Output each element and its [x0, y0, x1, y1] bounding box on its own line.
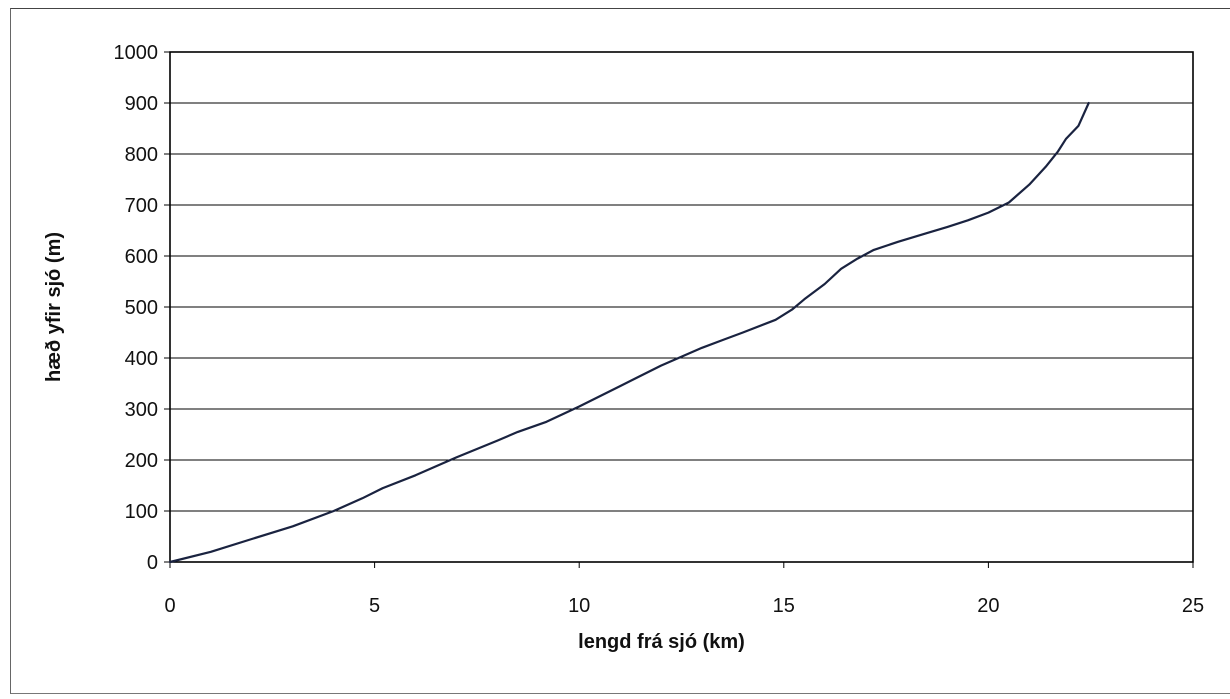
y-tick-label: 700 — [125, 195, 158, 217]
x-axis-title: lengd frá sjó (km) — [578, 631, 745, 653]
x-tick-label: 25 — [1182, 595, 1204, 617]
y-axis-ticks: 0 100 200 300 400 500 600 700 800 900 1000 — [114, 42, 170, 574]
y-tick-label: 300 — [125, 399, 158, 421]
y-tick-label: 500 — [125, 297, 158, 319]
x-tick-label: 15 — [773, 595, 795, 617]
y-tick-label: 200 — [125, 450, 158, 472]
series-layer — [168, 101, 1090, 564]
y-axis-title: hæð yfir sjó (m) — [43, 232, 65, 382]
y-tick-label: 800 — [125, 144, 158, 166]
x-tick-label: 10 — [568, 595, 590, 617]
chart-frame — [10, 8, 1230, 694]
y-tick-label: 100 — [125, 501, 158, 523]
y-tick-label: 1000 — [114, 42, 159, 64]
x-axis-ticks: 0 5 10 15 20 25 — [164, 562, 1204, 617]
elevation-profile-line — [168, 101, 1090, 564]
y-tick-label: 400 — [125, 348, 158, 370]
y-tick-label: 600 — [125, 246, 158, 268]
x-tick-label: 20 — [977, 595, 999, 617]
y-tick-label: 900 — [125, 93, 158, 115]
x-tick-label: 0 — [164, 595, 175, 617]
gridlines — [170, 102, 1193, 512]
y-tick-label: 0 — [147, 552, 158, 574]
x-tick-label: 5 — [369, 595, 380, 617]
